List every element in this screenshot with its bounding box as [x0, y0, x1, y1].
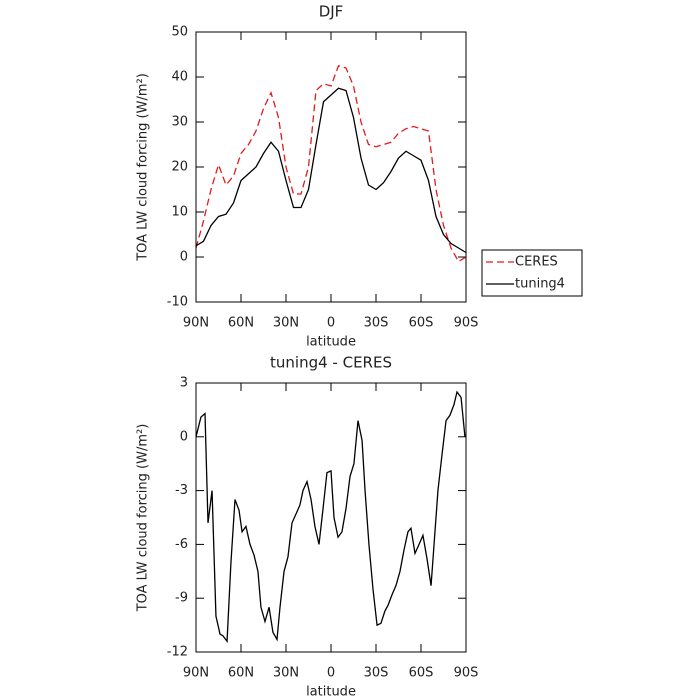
y-tick-label: 30 — [171, 115, 188, 130]
x-tick-label: 60N — [228, 316, 254, 331]
y-tick-label: 3 — [180, 376, 188, 391]
x-tick-label: 90N — [183, 316, 209, 331]
x-tick-label: 30N — [273, 666, 299, 681]
y-axis-label: TOA LW cloud forcing (W/m²) — [136, 73, 151, 262]
legend-box — [481, 249, 583, 297]
x-tick-label: 30N — [273, 316, 299, 331]
x-axis-label: latitude — [306, 335, 356, 350]
x-tick-label: 90S — [454, 316, 479, 331]
chart-title: tuning4 - CERES — [270, 354, 392, 372]
x-axis-label: latitude — [306, 685, 356, 700]
x-tick-label: 60S — [409, 666, 434, 681]
y-tick-label: 50 — [171, 25, 188, 40]
y-tick-label: 10 — [171, 205, 188, 220]
y-tick-label: -3 — [175, 483, 188, 498]
data-line — [195, 64, 467, 263]
x-tick-label: 90S — [454, 666, 479, 681]
y-tick-label: 20 — [171, 160, 188, 175]
legend-label: CERES — [515, 255, 558, 270]
plot-frame — [195, 31, 467, 303]
x-tick-label: 90N — [183, 666, 209, 681]
y-tick-label: 0 — [180, 250, 188, 265]
x-tick-label: 30S — [364, 666, 389, 681]
x-tick-label: 60S — [409, 316, 434, 331]
x-tick-label: 0 — [327, 316, 335, 331]
chart-title: DJF — [319, 3, 344, 21]
legend-label: tuning4 — [515, 277, 565, 292]
data-line — [195, 87, 467, 254]
y-tick-label: 40 — [171, 70, 188, 85]
y-tick-label: -9 — [175, 591, 188, 606]
x-tick-label: 0 — [327, 666, 335, 681]
y-tick-label: -12 — [167, 645, 188, 660]
y-tick-label: -10 — [167, 295, 188, 310]
y-tick-label: -6 — [175, 537, 188, 552]
x-tick-label: 30S — [364, 316, 389, 331]
x-tick-label: 60N — [228, 666, 254, 681]
data-line — [195, 390, 466, 644]
y-axis-label: TOA LW cloud forcing (W/m²) — [136, 424, 151, 613]
y-tick-label: 0 — [180, 429, 188, 444]
plot-frame — [195, 382, 467, 653]
